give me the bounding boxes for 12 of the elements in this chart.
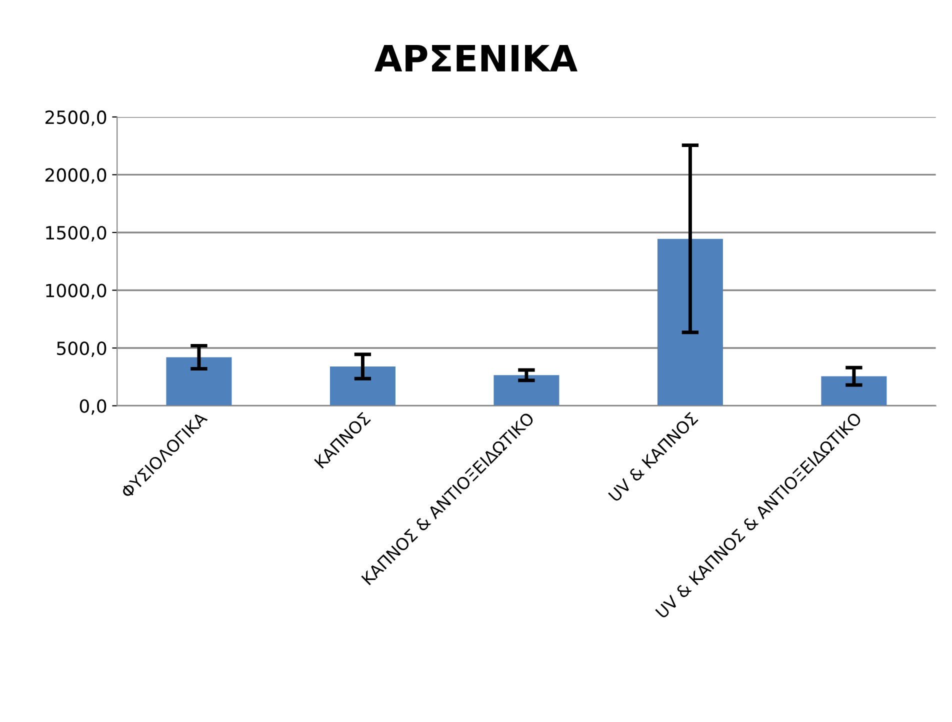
y-tick-label: 1500,0	[46, 226, 106, 242]
y-tick-label: 0,0	[80, 399, 106, 415]
y-tick-label: 500,0	[57, 341, 106, 357]
bar	[166, 357, 232, 406]
bar	[821, 376, 887, 406]
bar	[330, 366, 396, 406]
y-tick-label: 2500,0	[46, 110, 106, 126]
y-tick-label: 2000,0	[46, 168, 106, 184]
bar	[494, 375, 560, 406]
bar	[657, 238, 723, 406]
y-tick-label: 1000,0	[46, 284, 106, 300]
chart-title: ΑΡΣΕΝΙΚΑ	[374, 45, 578, 72]
